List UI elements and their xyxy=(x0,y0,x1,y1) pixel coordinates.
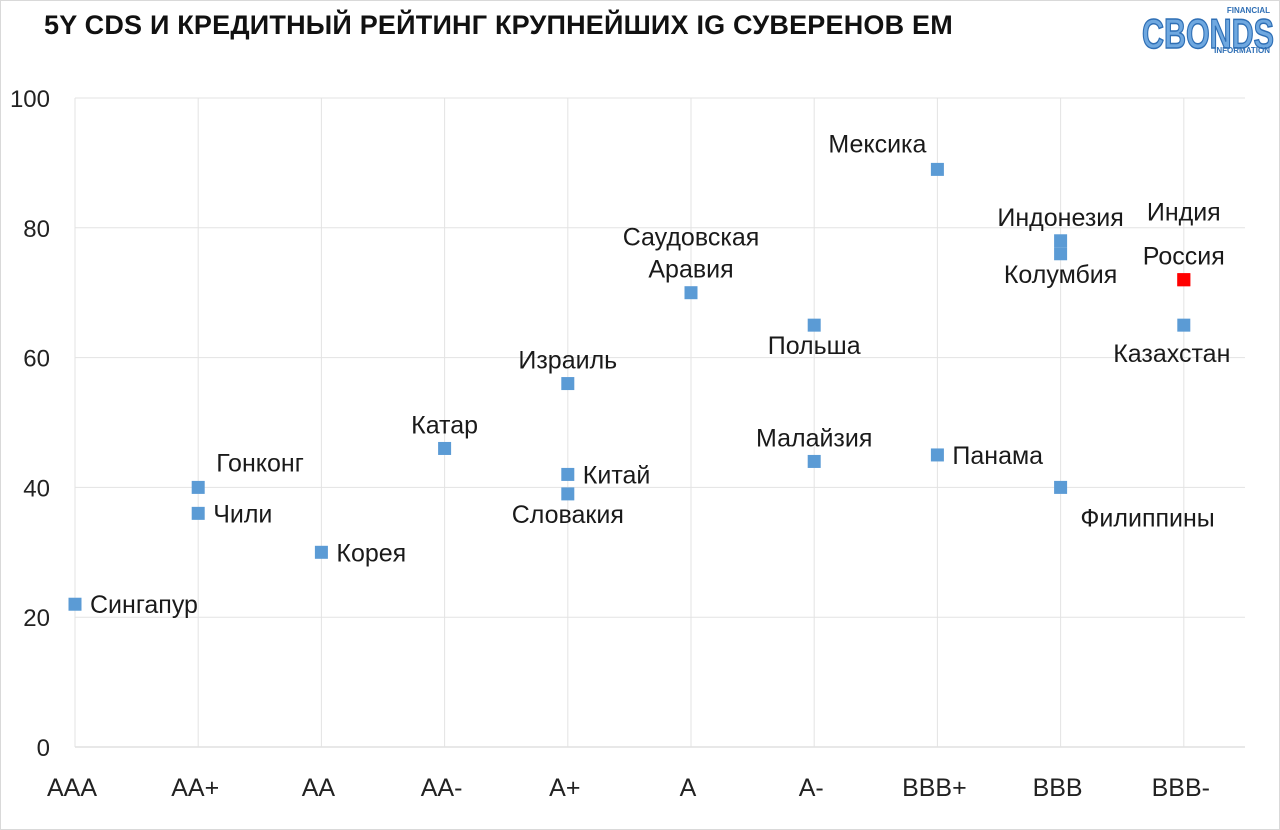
y-tick-label: 80 xyxy=(23,216,50,243)
data-point xyxy=(1177,273,1191,287)
point-label: Чили xyxy=(213,500,272,528)
y-tick-label: 40 xyxy=(23,475,50,502)
data-point xyxy=(930,448,944,462)
cbonds-logo: CBONDS FINANCIAL INFORMATION xyxy=(1141,6,1275,54)
data-point xyxy=(1054,247,1068,261)
data-point xyxy=(1177,318,1191,332)
x-tick-label: BBB xyxy=(1033,774,1083,802)
point-label: Катар xyxy=(411,411,478,439)
y-tick-label: 100 xyxy=(10,86,50,113)
point-label: Индонезия xyxy=(997,204,1123,232)
chart-title: 5Y CDS И КРЕДИТНЫЙ РЕЙТИНГ КРУПНЕЙШИХ IG… xyxy=(44,10,953,40)
data-point xyxy=(684,286,698,300)
data-point xyxy=(191,480,205,494)
x-tick-label: BBB+ xyxy=(902,774,967,802)
data-point xyxy=(561,467,575,481)
x-axis-ticks: AAA AA+ AA AA- A+ A A- BBB+ BBB BBB- xyxy=(47,774,1210,802)
data-point xyxy=(1054,234,1068,248)
point-label: Польша xyxy=(768,332,861,360)
data-point xyxy=(930,162,944,176)
data-point xyxy=(68,597,82,611)
point-label: Словакия xyxy=(512,501,624,529)
grid-layer xyxy=(74,97,1245,748)
point-label: Китай xyxy=(583,461,651,489)
data-point xyxy=(807,318,821,332)
logo-bottom-text: INFORMATION xyxy=(1214,46,1270,54)
y-axis-ticks: 0 20 40 60 80 100 xyxy=(10,86,50,762)
x-tick-label: A+ xyxy=(549,774,580,802)
data-point xyxy=(807,454,821,468)
x-tick-label: A- xyxy=(799,774,824,802)
data-point xyxy=(561,377,575,391)
point-label: Колумбия xyxy=(1004,261,1117,289)
point-label: Панама xyxy=(952,442,1043,470)
data-point xyxy=(438,441,452,455)
x-tick-label: AAA xyxy=(47,774,97,802)
point-label: Казахстан xyxy=(1113,340,1230,368)
logo-word: CBONDS xyxy=(1142,10,1274,54)
y-tick-label: 0 xyxy=(37,735,50,762)
x-tick-label: AA- xyxy=(421,774,463,802)
point-label: Гонконг xyxy=(216,449,304,477)
point-label: Россия xyxy=(1143,243,1225,271)
data-point xyxy=(191,506,205,520)
x-tick-label: BBB- xyxy=(1152,774,1210,802)
x-tick-label: AA+ xyxy=(171,774,219,802)
y-tick-label: 20 xyxy=(23,605,50,632)
point-label: Мексика xyxy=(828,130,926,158)
point-label: Филиппины xyxy=(1080,504,1214,532)
point-label: Саудовская Аравия xyxy=(623,224,760,284)
point-label: Сингапур xyxy=(90,591,198,619)
logo-top-text: FINANCIAL xyxy=(1227,6,1270,15)
y-tick-label: 60 xyxy=(23,346,50,373)
point-label: Индия xyxy=(1147,199,1221,227)
data-points xyxy=(68,162,1191,611)
point-label: Израиль xyxy=(518,347,617,375)
point-label: Корея xyxy=(336,539,406,567)
data-point xyxy=(561,487,575,501)
data-point xyxy=(1054,480,1068,494)
x-tick-label: AA xyxy=(302,774,336,802)
x-tick-label: A xyxy=(680,774,697,802)
point-labels: Сингапур Гонконг Чили Корея Катар Израиль Кита… xyxy=(90,130,1230,619)
point-label: Малайзия xyxy=(756,424,872,452)
data-point xyxy=(314,545,328,559)
